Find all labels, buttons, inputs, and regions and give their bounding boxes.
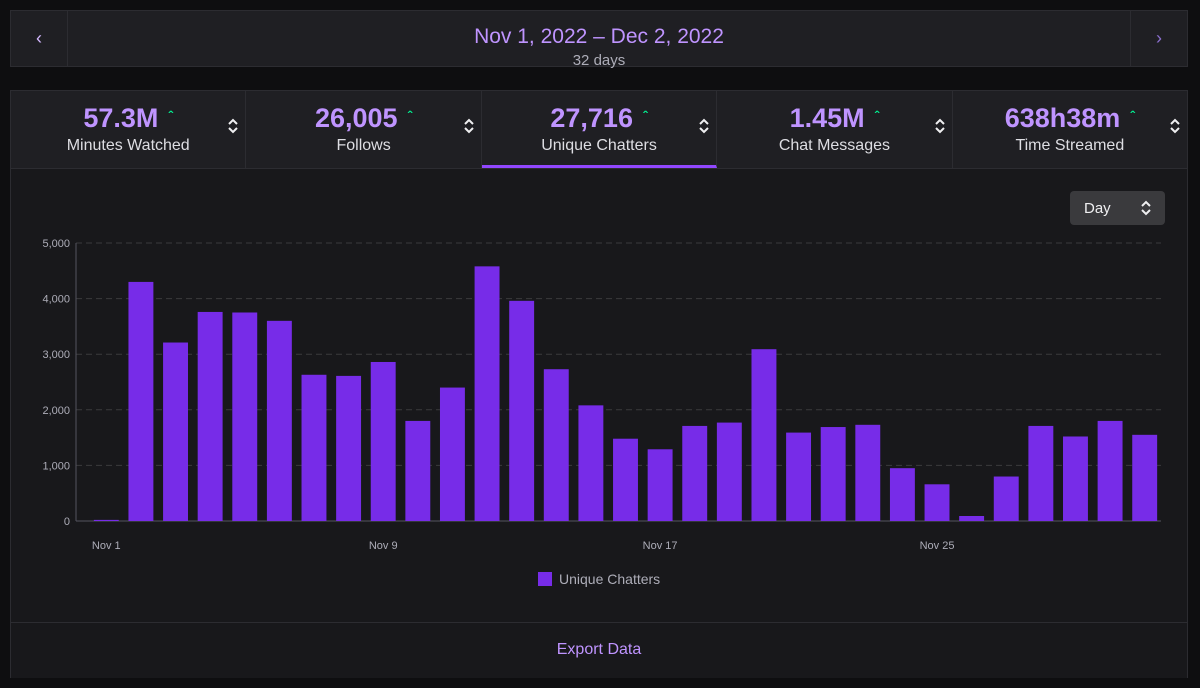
trend-up-icon: ˆ xyxy=(642,108,648,124)
chart-legend[interactable]: Unique Chatters xyxy=(538,571,660,587)
stat-label: Chat Messages xyxy=(778,137,890,154)
y-tick-label: 4,000 xyxy=(42,294,70,306)
export-bar: Export Data xyxy=(11,622,1187,678)
stat-value: 26,005 xyxy=(314,103,398,133)
date-range-title: Nov 1, 2022 – Dec 2, 2022 xyxy=(474,25,724,48)
stat-value: 57.3M xyxy=(83,103,159,133)
chart-bar xyxy=(1132,434,1158,521)
stat-tab-minutes-watched[interactable]: 57.3M ˆ Minutes Watched xyxy=(11,91,247,168)
chart-bar xyxy=(197,311,223,521)
sort-icon[interactable] xyxy=(1169,117,1181,135)
stat-label: Unique Chatters xyxy=(541,137,657,154)
stat-tab-unique-chatters[interactable]: 27,716 ˆ Unique Chatters xyxy=(481,91,718,168)
chart-bar xyxy=(889,468,915,521)
chart-bar xyxy=(1028,425,1054,521)
chart-bar xyxy=(543,369,569,521)
y-tick-label: 1,000 xyxy=(42,460,70,472)
chart-bar xyxy=(128,281,154,521)
y-tick-label: 3,000 xyxy=(42,349,70,361)
chart-bar xyxy=(1097,420,1123,521)
stat-value: 1.45M xyxy=(789,103,865,133)
chart-bar xyxy=(1063,436,1088,521)
stat-value: 638h38m xyxy=(1004,103,1121,133)
y-tick-label: 2,000 xyxy=(42,405,70,417)
chart-bar xyxy=(405,420,431,521)
unique-chatters-chart: 0 1,000 2,000 3,000 4,000 5,000 Nov 1 Nov 9 Nov … xyxy=(42,238,1161,552)
date-range-days: 32 days xyxy=(572,52,626,69)
granularity-value: Day xyxy=(1084,200,1111,217)
chart-bar xyxy=(820,427,846,521)
stat-tab-follows[interactable]: 26,005 ˆ Follows xyxy=(246,91,482,168)
stat-tab-chat-messages[interactable]: 1.45M ˆ Chat Messages xyxy=(717,91,953,168)
chevron-left-icon: ‹ xyxy=(36,28,42,48)
x-tick-label: Nov 17 xyxy=(643,540,678,552)
chart-bar xyxy=(370,361,396,521)
date-range-bar: ‹ Nov 1, 2022 – Dec 2, 2022 32 days › xyxy=(10,10,1188,69)
chart-bar xyxy=(336,375,362,521)
export-data-button[interactable]: Export Data xyxy=(556,641,642,658)
stat-tab-time-streamed[interactable]: 638h38m ˆ Time Streamed xyxy=(953,91,1187,168)
chart-bar xyxy=(93,519,119,521)
chart-bar xyxy=(682,425,708,521)
chart-bar xyxy=(613,438,638,521)
trend-up-icon: ˆ xyxy=(407,108,413,124)
sort-icon[interactable] xyxy=(934,117,946,135)
next-period-button[interactable]: › xyxy=(1130,11,1187,66)
chart-bar xyxy=(439,387,465,521)
chart-bar xyxy=(509,300,535,521)
chart-bar xyxy=(993,476,1019,521)
x-tick-label: Nov 25 xyxy=(920,540,955,552)
legend-swatch xyxy=(538,572,552,586)
trend-up-icon: ˆ xyxy=(874,108,880,124)
legend-label: Unique Chatters xyxy=(559,571,661,587)
chart-bar xyxy=(959,515,985,521)
stat-value: 27,716 xyxy=(550,103,633,133)
previous-period-button[interactable]: ‹ xyxy=(11,11,68,66)
analytics-panel: 57.3M ˆ Minutes Watched 26,005 ˆ Follows 2… xyxy=(10,90,1188,678)
chart-bar xyxy=(474,266,500,521)
chart-bar xyxy=(751,349,777,521)
stat-label: Minutes Watched xyxy=(66,137,190,154)
sort-icon[interactable] xyxy=(698,117,710,135)
sort-icon[interactable] xyxy=(463,117,475,135)
x-tick-label: Nov 9 xyxy=(369,540,398,552)
chart-bar xyxy=(855,424,881,521)
chart-bar xyxy=(924,484,950,521)
chart-bar xyxy=(647,449,673,521)
chart-bar xyxy=(266,320,292,521)
chart-bar xyxy=(163,342,188,521)
stat-label: Follows xyxy=(336,137,391,154)
stats-tabs: 57.3M ˆ Minutes Watched 26,005 ˆ Follows 2… xyxy=(11,91,1187,169)
select-arrows-icon xyxy=(1141,200,1151,216)
chart-bar xyxy=(716,422,742,521)
stat-label: Time Streamed xyxy=(1015,137,1125,154)
sort-icon[interactable] xyxy=(227,117,239,135)
chart-bar xyxy=(578,405,604,521)
y-tick-label: 5,000 xyxy=(42,238,70,250)
granularity-select[interactable]: Day xyxy=(1070,191,1165,225)
chevron-right-icon: › xyxy=(1156,28,1162,48)
chart-bar xyxy=(232,312,258,521)
trend-up-icon: ˆ xyxy=(1130,108,1135,124)
chart-bar xyxy=(786,432,812,521)
y-tick-label: 0 xyxy=(64,516,70,528)
x-tick-label: Nov 1 xyxy=(92,540,121,552)
trend-up-icon: ˆ xyxy=(168,108,174,124)
chart-bar xyxy=(301,374,327,521)
